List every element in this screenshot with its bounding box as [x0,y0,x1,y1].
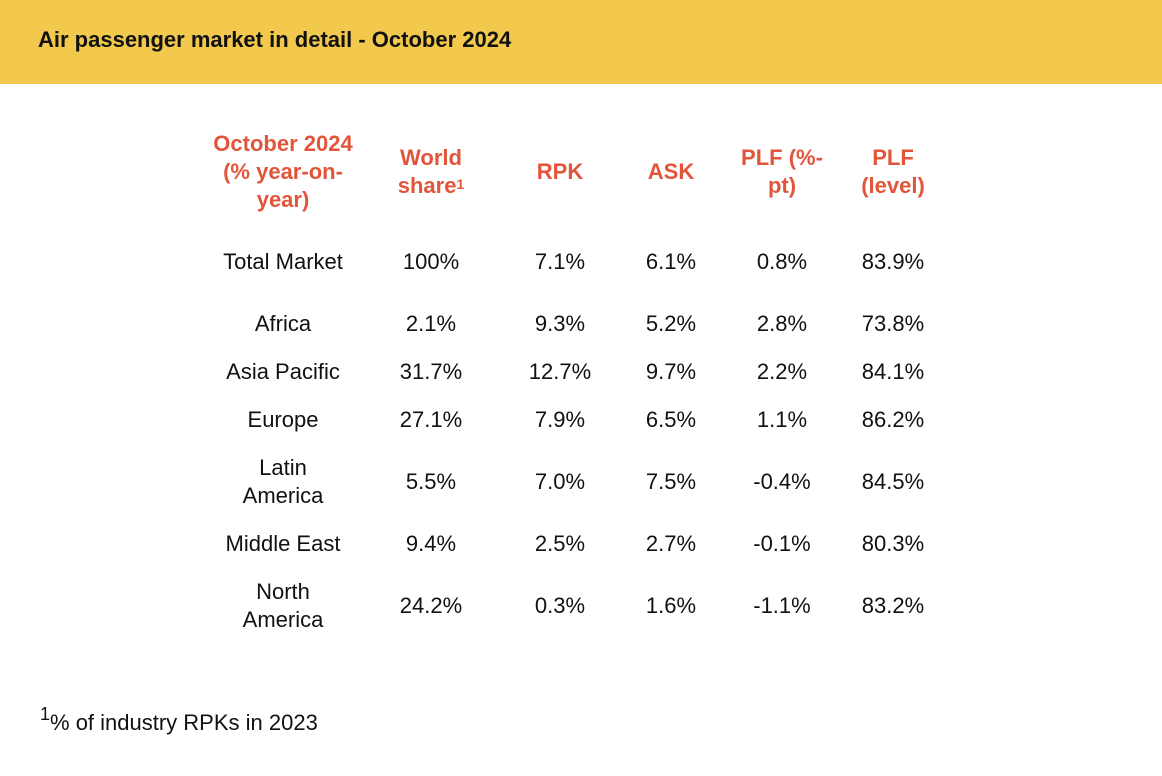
title-banner: Air passenger market in detail - October… [0,0,1162,84]
table-row: Latin America 5.5% 7.0% 7.5% -0.4% 84.5% [196,444,936,520]
table-row: Middle East 9.4% 2.5% 2.7% -0.1% 80.3% [196,520,936,568]
table-row: Europe 27.1% 7.9% 6.5% 1.1% 86.2% [196,396,936,444]
cell-plf-pt: 1.1% [756,407,808,432]
header-world-share: World share1 [397,145,465,198]
cell-rpk: 7.0% [534,469,586,494]
cell-plf-pt: -1.1% [753,593,811,618]
cell-ask: 5.2% [645,311,697,336]
footnote-mark: 1 [40,704,51,724]
header-ask: ASK [647,159,695,184]
cell-region: Total Market [223,249,343,274]
footnote-text: % of industry RPKs in 2023 [50,710,318,735]
cell-plf-level: 84.1% [861,359,925,384]
table-row: Total Market 100% 7.1% 6.1% 0.8% 83.9% [196,224,936,300]
world-share-footnote-mark: 1 [456,176,465,192]
header-rpk: RPK [536,159,584,184]
cell-region: Europe [247,407,319,432]
cell-ask: 6.1% [645,249,697,274]
footnote: 1% of industry RPKs in 2023 [40,704,318,736]
page-title: Air passenger market in detail - October… [38,27,512,52]
cell-region: Middle East [225,531,341,556]
cell-region: Asia Pacific [226,359,340,384]
header-plf-pt: PLF (%-pt) [741,145,823,198]
cell-world-share: 5.5% [405,469,457,494]
cell-plf-pt: 0.8% [756,249,808,274]
cell-region: North America [242,579,324,632]
table-row: Asia Pacific 31.7% 12.7% 9.7% 2.2% 84.1% [196,348,936,396]
cell-ask: 7.5% [645,469,697,494]
cell-world-share: 2.1% [405,311,457,336]
cell-plf-level: 80.3% [861,531,925,556]
cell-ask: 9.7% [645,359,697,384]
cell-rpk: 2.5% [534,531,586,556]
header-region: October 2024 (% year-on-year) [213,131,353,212]
cell-plf-pt: 2.8% [756,311,808,336]
cell-plf-pt: -0.4% [753,469,811,494]
cell-world-share: 24.2% [399,593,463,618]
cell-plf-level: 84.5% [861,469,925,494]
cell-rpk: 7.9% [534,407,586,432]
cell-world-share: 27.1% [399,407,463,432]
cell-ask: 6.5% [645,407,697,432]
cell-region: Latin America [242,455,324,508]
cell-world-share: 9.4% [405,531,457,556]
cell-plf-pt: 2.2% [756,359,808,384]
table-body: Total Market 100% 7.1% 6.1% 0.8% 83.9% Africa 2… [196,224,936,644]
table-header-row: October 2024 (% year-on-year) World shar… [196,130,936,224]
cell-plf-level: 86.2% [861,407,925,432]
header-plf-level: PLF (level) [861,145,925,198]
cell-rpk: 12.7% [528,359,592,384]
cell-rpk: 9.3% [534,311,586,336]
cell-ask: 1.6% [645,593,697,618]
cell-plf-level: 73.8% [861,311,925,336]
cell-plf-level: 83.9% [861,249,925,274]
cell-region: Africa [254,311,312,336]
cell-world-share: 31.7% [399,359,463,384]
table-row: Africa 2.1% 9.3% 5.2% 2.8% 73.8% [196,300,936,348]
cell-rpk: 0.3% [534,593,586,618]
cell-plf-level: 83.2% [861,593,925,618]
market-table: October 2024 (% year-on-year) World shar… [196,130,936,644]
cell-rpk: 7.1% [534,249,586,274]
cell-world-share: 100% [402,249,460,274]
table-row: North America 24.2% 0.3% 1.6% -1.1% 83.2% [196,568,936,644]
cell-ask: 2.7% [645,531,697,556]
cell-plf-pt: -0.1% [753,531,811,556]
